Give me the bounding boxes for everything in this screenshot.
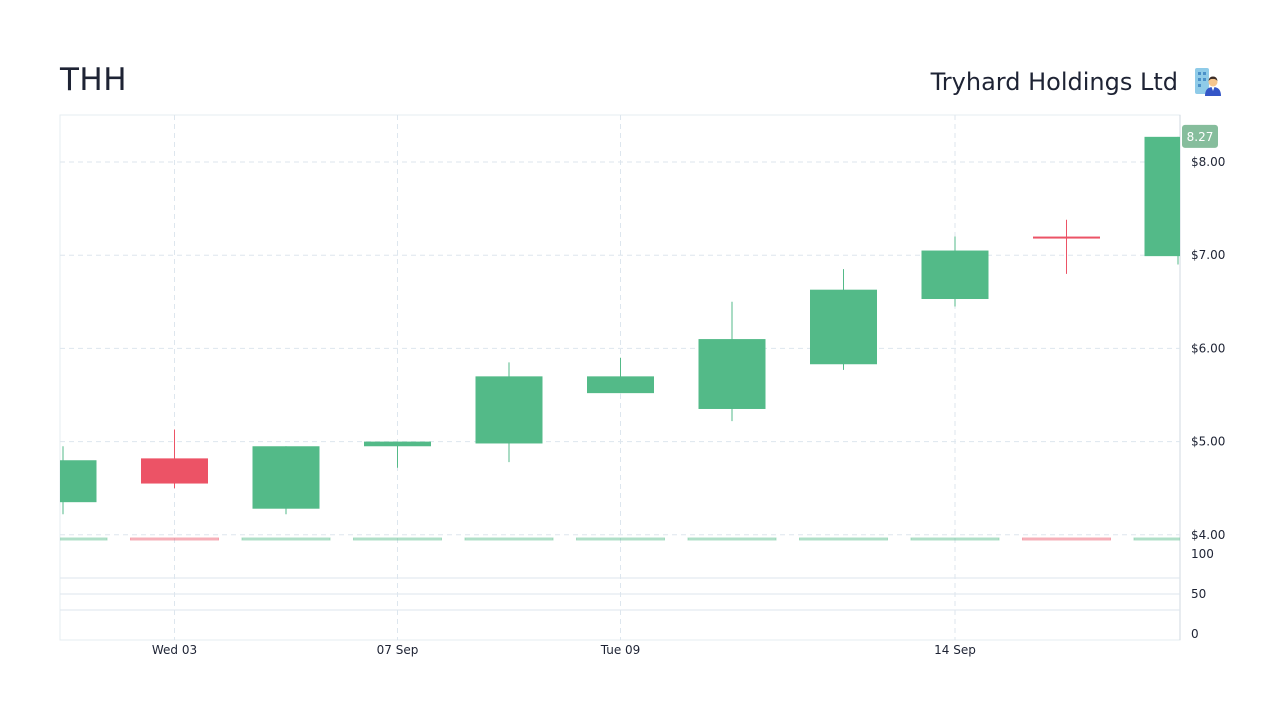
volume-bar <box>353 537 442 541</box>
volume-bar <box>687 537 777 541</box>
candle-body <box>698 339 766 409</box>
price-tick-label: $6.00 <box>1191 341 1225 355</box>
date-tick-label: Tue 09 <box>600 643 641 657</box>
price-tick-label: $8.00 <box>1191 155 1225 169</box>
price-tick-label: $7.00 <box>1191 248 1225 262</box>
volume-bar <box>130 537 219 541</box>
volume-bar <box>576 537 665 541</box>
candle-body <box>252 446 320 509</box>
grid-lines <box>59 114 1181 641</box>
volume-bar <box>241 537 331 541</box>
price-candles <box>60 136 1180 515</box>
volume-bars <box>60 537 1180 541</box>
chart-axes: $4.00 $5.00 $6.00 $7.00 $8.00 0 50 100 Wed 03 07 … <box>152 124 1225 657</box>
company-name: Tryhard Holdings Ltd <box>930 68 1178 96</box>
date-tick-label: Wed 03 <box>152 643 197 657</box>
volume-bar <box>60 537 108 541</box>
candle-body <box>141 458 208 484</box>
volume-tick-label: 100 <box>1191 547 1214 561</box>
candle-body <box>587 376 654 394</box>
volume-bar <box>910 537 1000 541</box>
candle-body <box>810 289 877 365</box>
volume-tick-label: 0 <box>1191 627 1199 641</box>
price-tick-label: $4.00 <box>1191 528 1225 542</box>
volume-bar <box>464 537 554 541</box>
candle-body <box>921 250 989 300</box>
candle-body <box>60 460 97 503</box>
volume-tick-label: 50 <box>1191 587 1206 601</box>
candle-body <box>364 441 431 447</box>
office-worker-building-icon <box>1195 68 1221 96</box>
candle-body <box>475 376 543 444</box>
volume-bar <box>1133 537 1180 541</box>
candle-body <box>1144 136 1180 257</box>
last-price-label: 8.27 <box>1187 130 1214 144</box>
volume-bar <box>1022 537 1111 541</box>
date-tick-label: 14 Sep <box>934 643 976 657</box>
price-tick-label: $5.00 <box>1191 435 1225 449</box>
last-price-badge <box>1182 124 1218 148</box>
date-tick-label: 07 Sep <box>377 643 419 657</box>
candle-body <box>1033 236 1100 239</box>
volume-bar <box>799 537 888 541</box>
ticker-symbol: THH <box>60 62 128 98</box>
